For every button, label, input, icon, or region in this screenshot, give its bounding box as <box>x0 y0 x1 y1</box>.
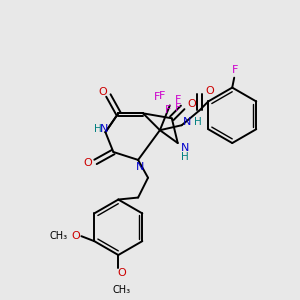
Text: N: N <box>136 162 144 172</box>
Text: N: N <box>182 117 191 127</box>
Text: F: F <box>175 95 181 106</box>
Text: O: O <box>205 85 214 96</box>
Text: O: O <box>98 86 107 97</box>
Text: CH₃: CH₃ <box>50 231 68 241</box>
Text: O: O <box>187 99 196 110</box>
Text: H: H <box>94 124 101 134</box>
Text: F: F <box>232 65 238 75</box>
Text: N: N <box>181 143 189 153</box>
Text: O: O <box>117 268 126 278</box>
Text: O: O <box>83 158 92 168</box>
Text: F: F <box>175 103 181 113</box>
Text: H: H <box>194 117 201 127</box>
Text: O: O <box>71 231 80 241</box>
Text: CH₃: CH₃ <box>112 285 130 295</box>
Text: F: F <box>154 92 160 103</box>
Text: N: N <box>100 124 109 134</box>
Text: F: F <box>165 105 171 116</box>
Text: H: H <box>181 152 189 162</box>
Text: F: F <box>159 91 165 100</box>
